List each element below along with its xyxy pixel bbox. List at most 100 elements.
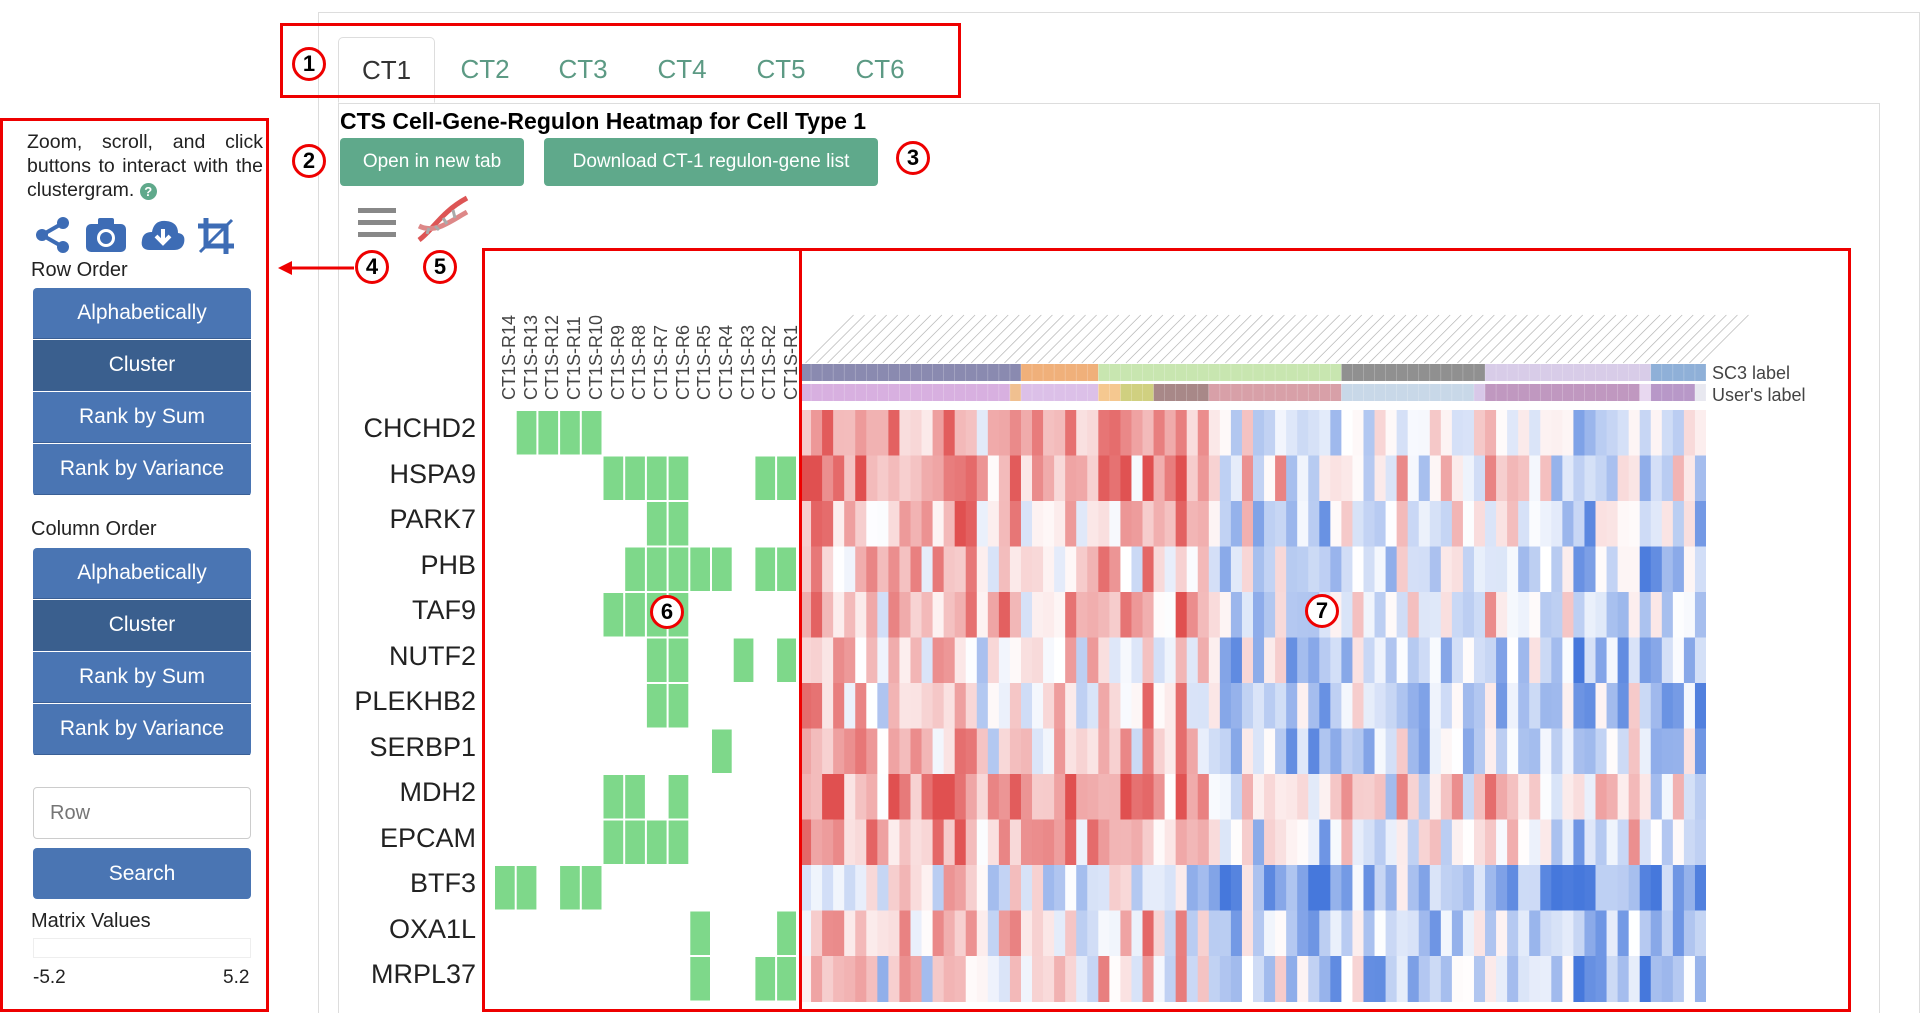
heatmap-cell[interactable] [855,455,867,502]
heatmap-cell[interactable] [965,728,978,775]
heatmap-cell[interactable] [1485,865,1497,911]
heatmap-cell[interactable] [1109,819,1121,866]
heatmap-cell[interactable] [1153,592,1166,638]
gene-label[interactable]: PARK7 [389,504,476,534]
gene-label[interactable]: TAF9 [411,595,476,625]
heatmap-cell[interactable] [1540,728,1552,775]
heatmap-cell[interactable] [1297,956,1309,1002]
cell-label[interactable] [1622,314,1672,364]
heatmap-cell[interactable] [1485,910,1497,957]
heatmap-cell[interactable] [1617,865,1630,911]
heatmap-cell[interactable] [987,956,1000,1002]
heatmap-cell[interactable] [1573,774,1585,820]
heatmap-cell[interactable] [1584,592,1597,638]
heatmap-cell[interactable] [932,774,945,820]
heatmap-cell[interactable] [1551,410,1563,456]
heatmap-cell[interactable] [1496,865,1508,911]
regulon-cell[interactable] [668,638,689,683]
heatmap-cell[interactable] [1562,410,1574,456]
heatmap-cell[interactable] [1286,956,1298,1002]
heatmap-cell[interactable] [1529,592,1541,638]
heatmap-cell[interactable] [1661,592,1674,638]
cell-label[interactable] [1390,314,1440,364]
heatmap-cell[interactable] [800,546,812,593]
heatmap-cell[interactable] [1584,410,1597,456]
heatmap-cell[interactable] [1175,546,1188,593]
heatmap-cell[interactable] [1440,592,1453,638]
heatmap-cell[interactable] [1407,455,1420,502]
regulon-cell[interactable] [668,502,689,546]
heatmap-cell[interactable] [1164,956,1177,1002]
regulon-cell[interactable] [777,547,796,592]
heatmap-cell[interactable] [1153,728,1166,775]
heatmap-cell[interactable] [1043,501,1055,547]
heatmap-cell[interactable] [932,956,945,1002]
heatmap-cell[interactable] [1529,637,1541,684]
heatmap-cell[interactable] [1485,819,1497,866]
heatmap-cell[interactable] [1529,455,1541,502]
heatmap-cell[interactable] [1496,501,1508,547]
heatmap-cell[interactable] [921,956,934,1002]
heatmap-cell[interactable] [1197,774,1210,820]
heatmap-cell[interactable] [976,819,989,866]
heatmap-cell[interactable] [910,501,923,547]
heatmap-cell[interactable] [910,819,923,866]
heatmap-cell[interactable] [888,956,900,1002]
heatmap-cell[interactable] [1230,592,1243,638]
heatmap-cell[interactable] [1186,592,1199,638]
cell-label[interactable] [904,314,954,364]
heatmap-cell[interactable] [1076,501,1088,547]
heatmap-cell[interactable] [1352,410,1364,456]
heatmap-cell[interactable] [877,683,889,729]
heatmap-cell[interactable] [844,410,856,456]
heatmap-cell[interactable] [1009,592,1022,638]
heatmap-cell[interactable] [1098,683,1110,729]
heatmap-cell[interactable] [1175,592,1188,638]
heatmap-cell[interactable] [1065,410,1077,456]
heatmap-cell[interactable] [932,637,945,684]
regulon-cell[interactable] [668,775,689,819]
heatmap-cell[interactable] [1694,592,1706,638]
cell-label[interactable] [1302,314,1352,364]
regulon-cell[interactable] [777,456,796,501]
regulon-cell[interactable] [668,820,689,865]
heatmap-cell[interactable] [1672,956,1685,1002]
heatmap-cell[interactable] [1418,683,1431,729]
heatmap-cell[interactable] [932,819,945,866]
heatmap-cell[interactable] [1286,728,1298,775]
heatmap-cell[interactable] [1076,455,1088,502]
heatmap-cell[interactable] [987,910,1000,957]
heatmap-cell[interactable] [1020,728,1033,775]
heatmap-cell[interactable] [1175,410,1188,456]
regulon-cell[interactable] [516,411,537,455]
heatmap-cell[interactable] [1683,592,1696,638]
heatmap-cell[interactable] [1319,683,1331,729]
heatmap-cell[interactable] [1330,683,1342,729]
heatmap-cell[interactable] [1573,683,1585,729]
heatmap-cell[interactable] [1175,455,1188,502]
heatmap-cell[interactable] [1098,592,1110,638]
heatmap-cell[interactable] [1076,774,1088,820]
heatmap-cell[interactable] [987,501,1000,547]
heatmap-cell[interactable] [1639,819,1652,866]
cell-label[interactable] [1225,314,1274,364]
heatmap-cell[interactable] [1363,592,1376,638]
heatmap-cell[interactable] [1551,501,1563,547]
cell-label[interactable] [1081,314,1131,364]
heatmap-cell[interactable] [1131,410,1144,456]
heatmap-cell[interactable] [1153,546,1166,593]
heatmap-cell[interactable] [1440,637,1453,684]
heatmap-cell[interactable] [1628,956,1641,1002]
heatmap-cell[interactable] [1407,774,1420,820]
heatmap-cell[interactable] [1363,774,1376,820]
heatmap-cell[interactable] [822,683,834,729]
heatmap-cell[interactable] [1264,728,1276,775]
heatmap-cell[interactable] [1109,774,1121,820]
heatmap-cell[interactable] [1120,683,1132,729]
heatmap-cell[interactable] [1120,455,1132,502]
heatmap-cell[interactable] [1098,910,1110,957]
heatmap-cell[interactable] [1551,910,1563,957]
heatmap-cell[interactable] [866,956,878,1002]
heatmap-cell[interactable] [1275,455,1287,502]
heatmap-cell[interactable] [1208,501,1221,547]
